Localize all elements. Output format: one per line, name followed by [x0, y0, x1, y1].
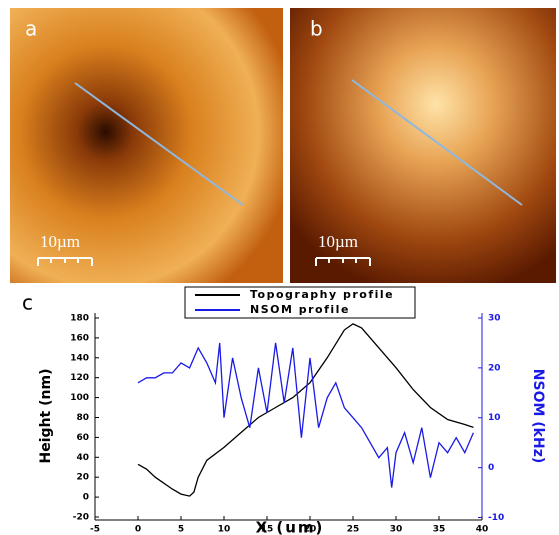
y-tick-label: 20 [76, 473, 89, 483]
x-tick-label: 40 [476, 525, 489, 535]
y-tick-label: 180 [70, 313, 89, 323]
scale-label: 10µm [318, 232, 358, 251]
legend-label: Topography profile [250, 288, 394, 301]
y-tick-label: 140 [70, 353, 89, 363]
y2-tick-label: 0 [488, 463, 494, 473]
y2-tick-label: -10 [488, 513, 504, 523]
x-tick-label: 0 [135, 525, 141, 535]
y-tick-label: 0 [83, 493, 89, 503]
y2-axis-label: NSOM (kHz) [530, 369, 546, 463]
legend-label: NSOM profile [250, 303, 350, 316]
scan-line [74, 82, 244, 206]
y-tick-label: 100 [70, 393, 89, 403]
x-tick-label: -5 [90, 525, 100, 535]
y-tick-label: 60 [76, 433, 89, 443]
x-axis-label: X (um) [256, 519, 325, 535]
x-tick-label: 30 [390, 525, 403, 535]
afm-image [10, 8, 283, 283]
scale-bar [315, 257, 371, 266]
scale-label: 10µm [40, 232, 80, 251]
nsom-image [290, 8, 556, 283]
panel-label: b [310, 17, 323, 41]
y-tick-label: -20 [73, 513, 89, 523]
panel-label: c [22, 291, 33, 315]
series-line [137, 342, 474, 488]
scan-line [351, 79, 523, 206]
legend [184, 286, 416, 319]
y-tick-label: 80 [76, 413, 89, 423]
y2-tick-label: 20 [488, 363, 501, 373]
y-tick-label: 40 [76, 453, 89, 463]
y-tick-label: 120 [70, 373, 89, 383]
x-tick-label: 35 [433, 525, 446, 535]
x-tick-label: 15 [261, 525, 274, 535]
panel-label: a [25, 17, 37, 41]
y-axis-label: Height (nm) [38, 369, 54, 464]
x-tick-label: 25 [347, 525, 360, 535]
x-tick-label: 20 [304, 525, 317, 535]
x-tick-label: 10 [218, 525, 231, 535]
y-tick-label: 160 [70, 333, 89, 343]
x-tick-label: 5 [178, 525, 184, 535]
series-line [137, 323, 474, 497]
y2-tick-label: 10 [488, 413, 501, 423]
scale-bar [37, 257, 93, 266]
y2-tick-label: 30 [488, 313, 501, 323]
